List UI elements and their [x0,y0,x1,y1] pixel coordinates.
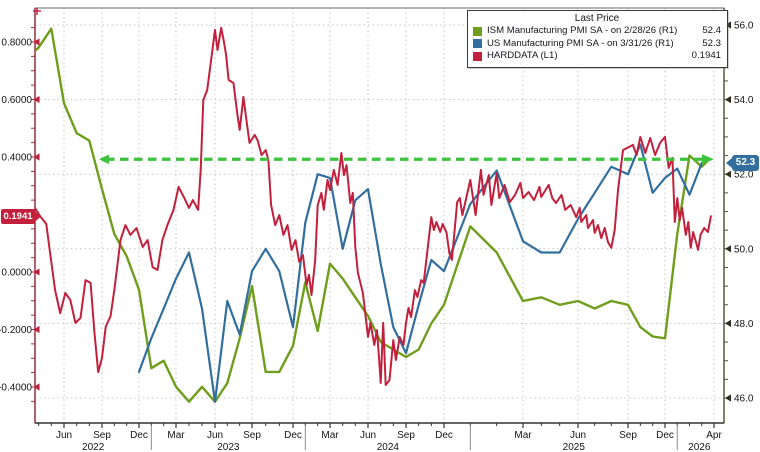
right-axis-tick-arrow-icon [725,170,731,178]
month-tick-label: Sep [93,430,111,441]
left-axis-tick-arrow-icon [33,153,40,161]
right-axis-tick-arrow-icon [725,394,731,402]
year-label: 2025 [563,442,586,452]
right-axis-tick-label: 52.0 [734,170,754,181]
right-badge-pointer-icon [726,158,732,168]
legend-items: ISM Manufacturing PMI SA - on 2/28/26 (R… [473,25,721,63]
right-axis-tick-arrow-icon [725,96,731,104]
right-axis-tick-label: 46.0 [734,394,754,405]
month-tick-label: Mar [321,430,339,441]
trend-right-arrow-icon [702,154,714,165]
month-tick-label: Mar [167,430,185,441]
right-axis-tick-arrow-icon [725,21,731,29]
legend-item-value: 52.4 [702,25,721,36]
legend-item-label: US Manufacturing PMI SA - on 3/31/26 (R1… [487,37,674,49]
month-tick-label: Sep [397,430,415,441]
last-price-badge-uspmi: 52.3 [732,155,759,171]
left-axis-tick-label: 0.4000 [1,153,32,164]
left-axis-tick-arrow-icon [33,268,40,276]
trend-left-arrow-icon [99,154,109,165]
month-tick-label: Dec [656,430,674,441]
month-tick-label: Dec [284,430,302,441]
last-price-badge-harddata: 0.1941 [1,209,35,224]
legend-title: Last Price [574,13,620,24]
right-axis-tick-arrow-icon [725,319,731,327]
left-axis-tick-arrow-icon [33,95,40,104]
legend-item: US Manufacturing PMI SA - on 3/31/26 (R1… [473,38,721,51]
ism-line [35,27,711,403]
month-tick-label: Sep [619,430,637,441]
right-axis-tick-label: 48.0 [734,319,754,330]
year-label: 2023 [217,442,240,452]
month-tick-label: Jun [207,430,223,441]
month-tick-label: Jun [56,430,72,441]
legend-swatch-icon [473,39,482,49]
legend-swatch-icon [473,26,482,36]
month-tick-label: Jun [570,430,586,441]
legend-item: ISM Manufacturing PMI SA - on 2/28/26 (R… [473,25,721,38]
right-axis-tick-label: 54.0 [734,95,754,106]
left-axis-tick-arrow-icon [33,383,40,391]
month-tick-label: Dec [130,430,148,441]
legend-item-value: 0.1941 [691,50,721,61]
legend-item-value: 52.3 [702,37,721,49]
month-tick-label: Jun [360,430,376,441]
year-label: 2022 [82,442,105,452]
month-tick-label: Apr [706,430,722,441]
left-badge-pointer-icon [35,211,41,222]
right-axis-tick-label: 56.0 [734,21,754,32]
left-axis-tick-label: -0.2000 [0,325,32,336]
left-axis-tick-label: 0.6000 [1,95,32,106]
left-axis-tick-label: -0.4000 [0,383,32,394]
legend-swatch-icon [473,51,482,61]
legend-item: HARDDATA (L1) 0.1941 [473,50,721,63]
year-label: 2024 [377,442,400,452]
harddata-line [35,26,712,386]
month-tick-label: Sep [243,430,261,441]
month-tick-label: Dec [435,430,453,441]
legend-box: Last Price ISM Manufacturing PMI SA - on… [467,10,728,68]
legend-item-label: HARDDATA (L1) [487,50,558,61]
left-axis-tick-arrow-icon [33,38,40,46]
year-label: 2026 [688,442,711,452]
legend-item-label: ISM Manufacturing PMI SA - on 2/28/26 (R… [487,25,678,36]
right-axis-tick-label: 50.0 [734,244,754,255]
month-tick-label: Mar [514,430,532,441]
left-axis-tick-label: 0.0000 [1,268,32,279]
uspmi-line [137,143,703,403]
left-axis-tick-arrow-icon [33,325,40,334]
right-axis-tick-arrow-icon [725,245,731,253]
left-axis-tick-label: 0.8000 [1,38,32,49]
